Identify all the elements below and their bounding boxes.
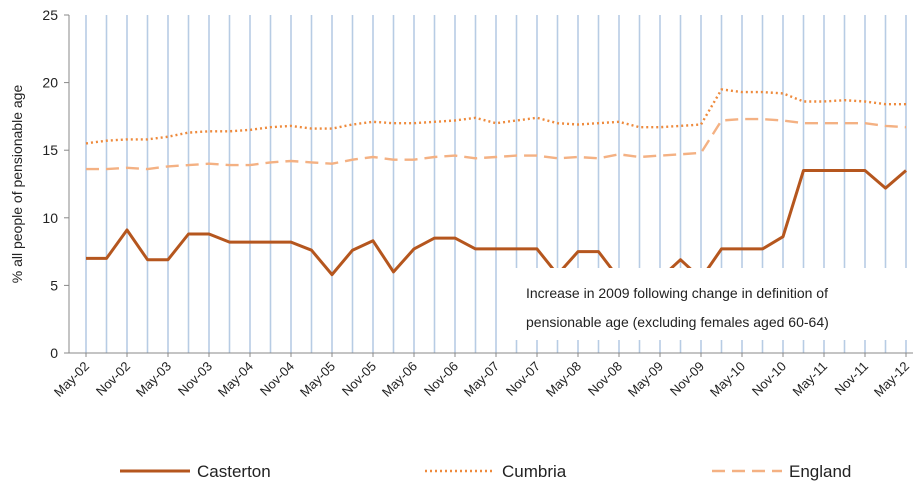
x-tick-label: May-09 — [625, 359, 666, 400]
x-tick-label: Nov-07 — [503, 359, 543, 399]
x-tick-label: May-07 — [461, 359, 502, 400]
annotation-box — [512, 268, 912, 340]
x-tick-labels: May-02 Nov-02 May-03 Nov-03 May-04 Nov-04 May-… — [51, 353, 912, 400]
series-line-england — [86, 117, 907, 171]
annotation-line-2: pensionable age (excluding females aged … — [526, 314, 829, 330]
x-tick-label: May-05 — [297, 359, 338, 400]
y-tick-label: 0 — [50, 345, 58, 361]
x-tick-label: May-02 — [51, 359, 92, 400]
axes — [68, 15, 913, 354]
legend: Casterton Cumbria England — [120, 462, 851, 481]
y-axis-label: % all people of pensionable age — [9, 85, 25, 284]
x-tick-label: Nov-08 — [585, 359, 625, 399]
series-line-casterton — [86, 169, 907, 281]
x-tick-label: Nov-11 — [832, 359, 872, 399]
x-tick-label: May-10 — [707, 359, 748, 400]
x-tick-label: Nov-09 — [667, 359, 707, 399]
y-tick-label: 15 — [42, 142, 58, 158]
annotation-line-1: Increase in 2009 following change in def… — [526, 285, 828, 301]
y-tick-labels: 0 5 10 15 20 25 — [42, 7, 69, 361]
legend-label-casterton: Casterton — [197, 462, 271, 481]
x-tick-label: May-03 — [133, 359, 174, 400]
x-tick-label: May-12 — [871, 359, 912, 400]
series-lines — [85, 88, 907, 281]
x-tick-label: May-06 — [379, 359, 420, 400]
x-tick-label: Nov-05 — [339, 359, 379, 399]
legend-label-cumbria: Cumbria — [502, 462, 567, 481]
y-tick-label: 5 — [50, 277, 58, 293]
x-tick-label: Nov-02 — [93, 359, 133, 399]
y-tick-label: 25 — [42, 7, 58, 23]
y-tick-label: 10 — [42, 210, 58, 226]
x-tick-label: May-04 — [215, 359, 256, 400]
x-tick-label: May-11 — [790, 359, 831, 400]
x-tick-label: Nov-03 — [175, 359, 215, 399]
x-tick-label: Nov-10 — [749, 359, 789, 399]
x-tick-label: Nov-04 — [257, 359, 297, 399]
x-tick-label: Nov-06 — [421, 359, 461, 399]
legend-label-england: England — [789, 462, 851, 481]
y-tick-label: 20 — [42, 75, 58, 91]
x-tick-label: May-08 — [543, 359, 584, 400]
